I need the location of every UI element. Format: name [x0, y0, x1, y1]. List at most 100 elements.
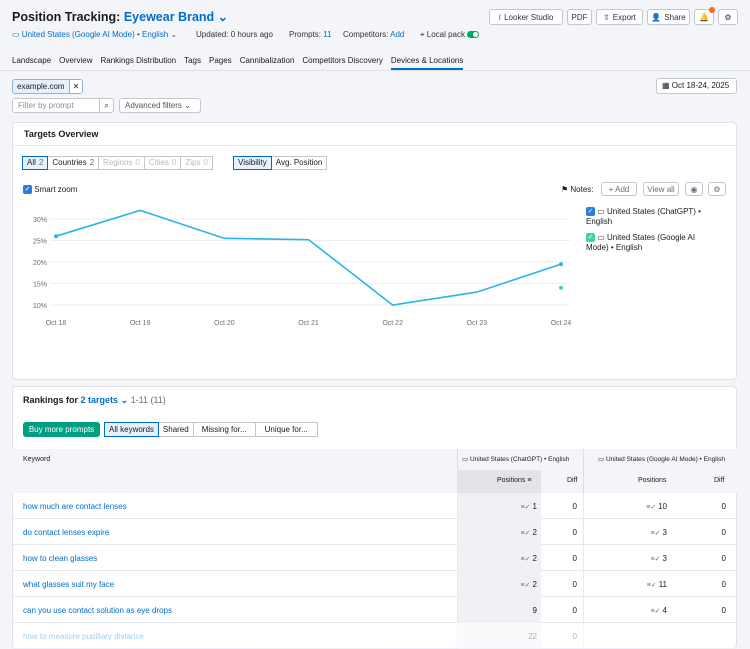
- checkbox-checked-icon: ✓: [586, 233, 595, 243]
- tab-tags[interactable]: Tags: [184, 56, 201, 65]
- group2-label: ▭ United States (Google AI Mode) • Engli…: [598, 456, 725, 463]
- segment-avg-position[interactable]: Avg. Position: [270, 156, 328, 170]
- ai-rank-icon: ≡✓: [650, 556, 661, 563]
- tab-rankings-distribution[interactable]: Rankings Distribution: [100, 56, 177, 65]
- ai-rank-icon: ≡✓: [646, 504, 657, 511]
- positions-cell-bg: [457, 493, 541, 519]
- close-icon[interactable]: ✕: [68, 80, 83, 93]
- keyword-link[interactable]: how to clean glasses: [23, 554, 98, 563]
- position-chatgpt: 9: [532, 606, 537, 615]
- targets-link[interactable]: 2 targets ⌄: [80, 395, 129, 405]
- divider: [13, 145, 736, 146]
- monitor-icon: ▭: [597, 233, 605, 242]
- y-tick-label: 10%: [33, 303, 47, 310]
- tab-landscape[interactable]: Landscape: [12, 56, 52, 65]
- advanced-filters-dropdown[interactable]: Advanced filters ⌄: [119, 98, 201, 113]
- view-all-notes-button[interactable]: View all: [643, 182, 679, 196]
- page-title: Position Tracking: Eyewear Brand ⌄: [12, 10, 229, 24]
- position-chatgpt: 22: [528, 632, 537, 641]
- keyword-link[interactable]: how much are contact lenses: [23, 502, 127, 511]
- ai-rank-icon: ≡✓: [650, 608, 661, 615]
- location-selector[interactable]: ▭ United States (Google AI Mode) • Engli…: [12, 30, 178, 39]
- segment-visibility[interactable]: Visibility: [233, 156, 272, 170]
- diff-google-ai: 0: [721, 606, 726, 615]
- divider: [583, 493, 584, 519]
- keyword-link[interactable]: how to measure pupillary distance: [23, 632, 144, 641]
- position-chatgpt: ≡✓ 1: [520, 502, 537, 511]
- segment-regions[interactable]: Regions 0: [98, 156, 145, 170]
- eye-icon[interactable]: ◉: [685, 182, 703, 196]
- position-google-ai: ≡✓ 3: [650, 528, 667, 537]
- position-chatgpt: ≡✓ 2: [520, 528, 537, 537]
- group1-label: ▭ United States (ChatGPT) • English: [462, 456, 570, 463]
- positions-cell-bg: [457, 571, 541, 597]
- search-icon[interactable]: ⌕: [99, 99, 113, 112]
- gear-icon[interactable]: ⚙: [708, 182, 726, 196]
- filter-missing[interactable]: Missing for...: [192, 422, 256, 437]
- keyword-link[interactable]: do contact lenses expire: [23, 528, 110, 537]
- table-row: can you use contact solution as eye drop…: [12, 597, 737, 623]
- positions-cell-bg: [457, 519, 541, 545]
- segment-all[interactable]: All 2: [22, 156, 49, 170]
- x-tick-label: Oct 20: [214, 320, 235, 327]
- ai-rank-icon: ≡✓: [646, 582, 657, 589]
- sort-icon: ≡: [527, 477, 532, 484]
- keyword-link[interactable]: can you use contact solution as eye drop…: [23, 606, 172, 615]
- data-point: [559, 285, 563, 290]
- prompt-filter-input[interactable]: Filter by prompt ⌕: [12, 98, 114, 113]
- toggle-switch[interactable]: [467, 31, 480, 39]
- filter-shared[interactable]: Shared: [157, 422, 194, 437]
- buy-more-prompts-button[interactable]: Buy more prompts: [23, 422, 100, 437]
- data-point: [559, 262, 563, 267]
- tabs-divider: [0, 70, 750, 71]
- domain-chip[interactable]: example.com ✕: [12, 79, 84, 94]
- date-range-picker[interactable]: ▦ Oct 18-24, 2025: [656, 78, 737, 94]
- monitor-icon: ▭: [462, 456, 469, 463]
- project-selector[interactable]: Eyewear Brand ⌄: [123, 10, 229, 24]
- tab-devices-locations[interactable]: Devices & Locations: [390, 56, 464, 70]
- diff-chatgpt: 0: [572, 580, 577, 589]
- tab-pages[interactable]: Pages: [209, 56, 232, 65]
- add-user-icon: 👤: [651, 12, 662, 22]
- column-positions-2[interactable]: Positions: [638, 477, 667, 484]
- diff-chatgpt: 0: [572, 528, 577, 537]
- diff-chatgpt: 0: [572, 606, 577, 615]
- table-header: Keyword ▭ United States (ChatGPT) • Engl…: [12, 449, 737, 493]
- add-note-button[interactable]: + Add: [601, 182, 637, 196]
- tab-competitors-discovery[interactable]: Competitors Discovery: [302, 56, 383, 65]
- diff-chatgpt: 0: [572, 502, 577, 511]
- column-diff-2[interactable]: Diff: [714, 477, 725, 484]
- notifications-button[interactable]: 🔔: [694, 7, 715, 25]
- card-title: Targets Overview: [24, 129, 99, 139]
- ai-rank-icon: ≡✓: [520, 530, 531, 537]
- smart-zoom-checkbox[interactable]: ✓ Smart zoom: [23, 185, 78, 195]
- looker-studio-button[interactable]: ℓ Looker Studio: [489, 9, 563, 25]
- legend-item-google-ai-mode[interactable]: ✓ ▭ United States (Google AI Mode) • Eng…: [586, 233, 696, 252]
- add-competitors-link[interactable]: Add: [390, 30, 405, 39]
- table-row: how to clean glasses ≡✓ 2 0 ≡✓ 3 0: [12, 545, 737, 571]
- local-pack-toggle[interactable]: ⌖ Local pack: [420, 30, 480, 40]
- keyword-filter-segments: All keywords Shared Missing for... Uniqu…: [104, 422, 318, 437]
- settings-button[interactable]: ⚙: [718, 9, 738, 25]
- share-button[interactable]: 👤 Share: [647, 9, 690, 25]
- tab-cannibalization[interactable]: Cannibalization: [239, 56, 295, 65]
- tab-overview[interactable]: Overview: [59, 56, 93, 65]
- legend-item-chatgpt[interactable]: ✓ ▭ United States (ChatGPT) • English: [586, 207, 701, 226]
- segment-cities[interactable]: Cities 0: [143, 156, 182, 170]
- keyword-link[interactable]: what glasses suit my face: [23, 580, 115, 589]
- x-tick-label: Oct 24: [551, 320, 572, 327]
- divider: [583, 571, 584, 597]
- position-google-ai: ≡✓ 3: [650, 554, 667, 563]
- export-button[interactable]: ⇪ Export: [596, 9, 643, 25]
- target-type-segments: All 2 Countries 2 Regions 0 Cities 0 Zips 0: [22, 156, 213, 170]
- series-line: [55, 209, 562, 306]
- monitor-icon: ▭: [598, 456, 605, 463]
- filter-all-keywords[interactable]: All keywords: [104, 422, 159, 437]
- segment-zips[interactable]: Zips 0: [180, 156, 213, 170]
- column-keyword[interactable]: Keyword: [23, 456, 51, 463]
- column-diff-1[interactable]: Diff: [567, 477, 578, 484]
- pin-icon: ⌖: [420, 30, 425, 39]
- filter-unique[interactable]: Unique for...: [254, 422, 318, 437]
- column-positions-1[interactable]: Positions ≡: [497, 477, 532, 484]
- pdf-button[interactable]: PDF: [567, 9, 592, 25]
